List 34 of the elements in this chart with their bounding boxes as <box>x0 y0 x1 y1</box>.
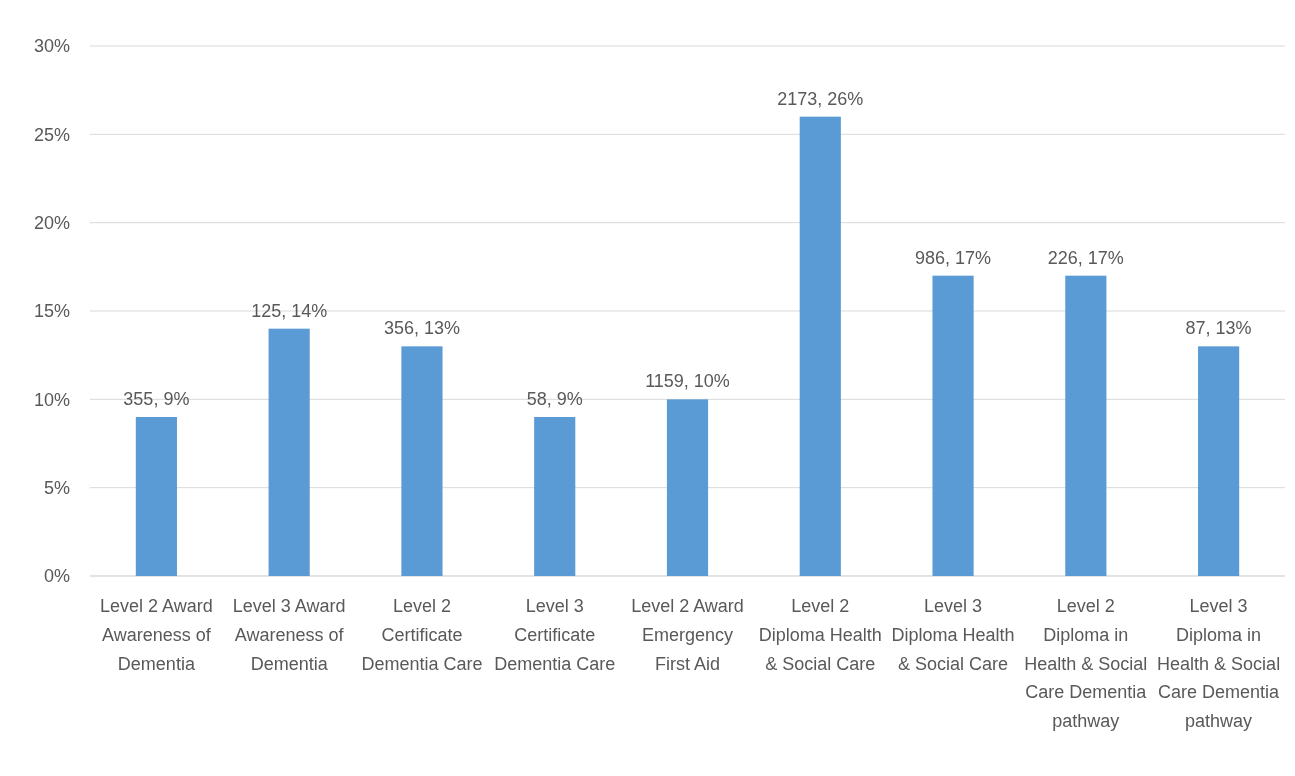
x-tick-label: Level 2 Award Awareness of Dementia <box>100 596 213 674</box>
x-tick-label: Level 2 Award Emergency First Aid <box>631 596 744 674</box>
bar <box>1065 275 1107 576</box>
bar <box>666 399 709 576</box>
x-tick-label: Level 2 Diploma in Health & Social Care Dementia pathway <box>1024 596 1148 732</box>
data-label: 2173, 26% <box>777 88 864 109</box>
x-tick-label: Level 3 Award Awareness of Dementia <box>232 596 346 674</box>
data-label: 125, 14% <box>251 300 328 321</box>
data-label: 87, 13% <box>1185 318 1252 339</box>
x-tick-label: Level 3 Diploma Health & Social Care <box>891 596 1015 674</box>
y-tick-label: 5% <box>43 477 70 498</box>
x-tick-label: Level 2 Certificate Dementia Care <box>361 596 483 674</box>
y-tick-label: 25% <box>33 124 70 145</box>
data-label: 986, 17% <box>915 247 992 268</box>
data-label: 58, 9% <box>526 389 583 409</box>
data-label: 1159, 10% <box>645 371 730 392</box>
data-label: 355, 9% <box>123 389 190 409</box>
data-label: 356, 13% <box>383 318 460 339</box>
bar <box>268 328 310 576</box>
y-tick-label: 0% <box>43 566 70 587</box>
data-label: 226, 17% <box>1047 247 1124 268</box>
bar <box>135 417 177 576</box>
x-tick-label: Level 3 Diploma in Health & Social Care Dementia pathway <box>1157 596 1281 732</box>
x-tick-label: Level 2 Diploma Health & Social Care <box>758 596 882 674</box>
y-tick-label: 10% <box>33 389 70 410</box>
bar <box>799 116 841 576</box>
bar <box>534 417 576 576</box>
bar <box>1198 346 1240 576</box>
bar <box>932 275 974 576</box>
bar <box>401 346 443 576</box>
y-tick-label: 30% <box>33 36 70 57</box>
y-tick-label: 20% <box>33 212 70 233</box>
y-tick-label: 15% <box>33 301 70 322</box>
x-tick-label: Level 3 Certificate Dementia Care <box>494 596 616 674</box>
